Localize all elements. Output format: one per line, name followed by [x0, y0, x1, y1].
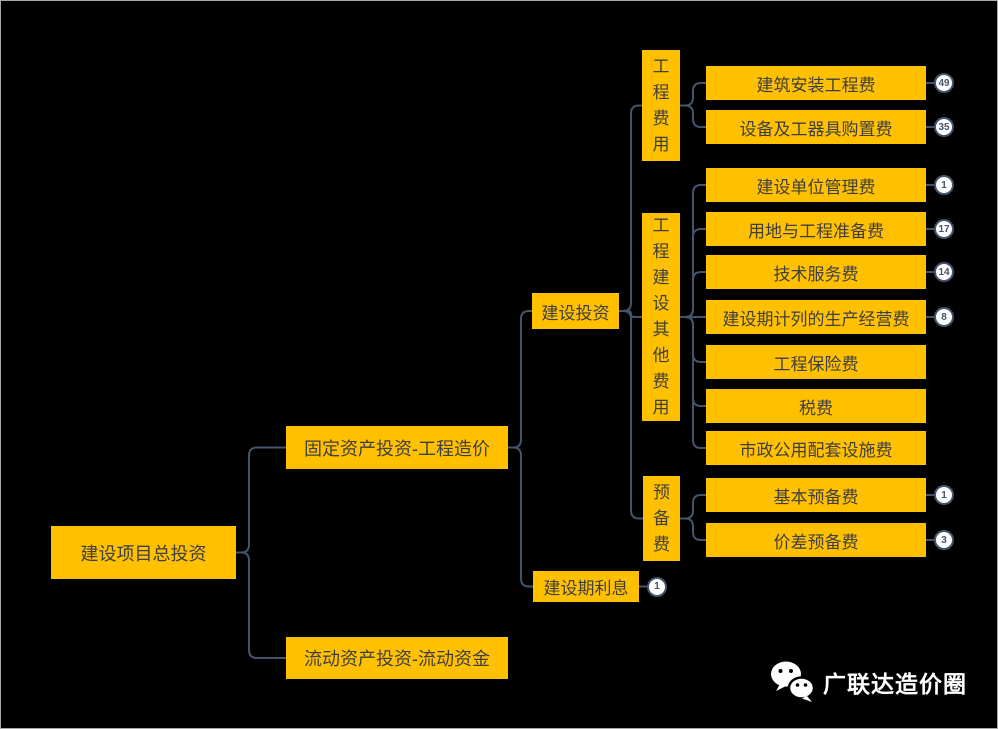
node-label: 市政公用配套设施费 — [739, 440, 893, 460]
node-label: 固定资产投资-工程造价 — [304, 438, 490, 459]
wechat-icon — [771, 661, 816, 702]
count-badge-technical-service: 14 — [934, 262, 954, 282]
node-tax-fee[interactable]: 税费 — [706, 389, 926, 423]
node-construction-investment[interactable]: 建设投资 — [532, 293, 619, 329]
node-label: 基本预备费 — [773, 487, 859, 507]
node-label: 技术服务费 — [773, 264, 859, 284]
node-production-operation[interactable]: 建设期计列的生产经营费 — [706, 300, 926, 334]
node-basic-reserve[interactable]: 基本预备费 — [706, 478, 926, 512]
node-label: 税费 — [799, 398, 833, 418]
node-label: 用地与工程准备费 — [748, 221, 884, 241]
node-construction-interest[interactable]: 建设期利息 — [533, 571, 639, 602]
node-reserve-fee[interactable]: 预备费 — [643, 476, 680, 561]
node-price-diff-reserve[interactable]: 价差预备费 — [706, 523, 926, 557]
node-label: 流动资产投资-流动资金 — [304, 649, 490, 669]
node-label: 设备及工器具购置费 — [739, 119, 893, 139]
node-label: 工程保险费 — [773, 354, 859, 374]
count-badge-owner-management: 1 — [934, 175, 954, 195]
edge-engineering-cost--equipment-purchase — [679, 104, 707, 128]
node-engineering-cost[interactable]: 工程费用 — [642, 50, 680, 161]
node-label: 工程建设其他费用 — [652, 216, 670, 417]
node-label: 建设期计列的生产经营费 — [722, 309, 910, 329]
node-label: 建设期利息 — [543, 579, 629, 598]
node-label: 预备费 — [653, 482, 670, 554]
node-engineering-insurance[interactable]: 工程保险费 — [706, 345, 926, 379]
node-label: 工程费用 — [652, 56, 670, 154]
node-technical-service[interactable]: 技术服务费 — [706, 255, 926, 289]
count-badge-production-operation: 8 — [934, 307, 954, 327]
edge-reserve-fee--price-diff-reserve — [679, 517, 707, 541]
node-equipment-purchase[interactable]: 设备及工器具购置费 — [706, 110, 926, 144]
count-badge-land-preparation: 17 — [934, 219, 954, 239]
node-land-preparation[interactable]: 用地与工程准备费 — [706, 212, 926, 246]
node-municipal-facilities[interactable]: 市政公用配套设施费 — [706, 431, 926, 465]
count-badge-construction-install: 49 — [934, 73, 954, 93]
count-badge-price-diff-reserve: 3 — [934, 530, 954, 550]
node-label: 价差预备费 — [773, 532, 859, 552]
node-label: 建设项目总投资 — [80, 543, 207, 564]
node-label: 建设投资 — [541, 303, 610, 323]
node-label: 建筑安装工程费 — [756, 75, 876, 95]
edge-fixed-investment--construction-interest — [507, 446, 534, 588]
wechat-watermark: 广联达造价圈 — [769, 660, 967, 704]
edge-construction-investment--reserve-fee — [618, 310, 644, 520]
edge-root--working-capital — [235, 551, 287, 659]
count-badge-basic-reserve: 1 — [934, 485, 954, 505]
node-fixed-investment[interactable]: 固定资产投资-工程造价 — [286, 426, 508, 469]
watermark-label: 广联达造价圈 — [823, 671, 967, 697]
node-owner-management[interactable]: 建设单位管理费 — [706, 168, 926, 202]
node-other-cost[interactable]: 工程建设其他费用 — [642, 213, 680, 421]
node-label: 建设单位管理费 — [756, 177, 876, 197]
node-construction-install[interactable]: 建筑安装工程费 — [706, 66, 926, 100]
node-root[interactable]: 建设项目总投资 — [51, 526, 236, 579]
node-working-capital[interactable]: 流动资产投资-流动资金 — [286, 637, 508, 679]
edge-other-cost--municipal-facilities — [679, 316, 707, 449]
count-badge-equipment-purchase: 35 — [934, 117, 954, 137]
count-badge-construction-interest: 1 — [647, 576, 667, 597]
